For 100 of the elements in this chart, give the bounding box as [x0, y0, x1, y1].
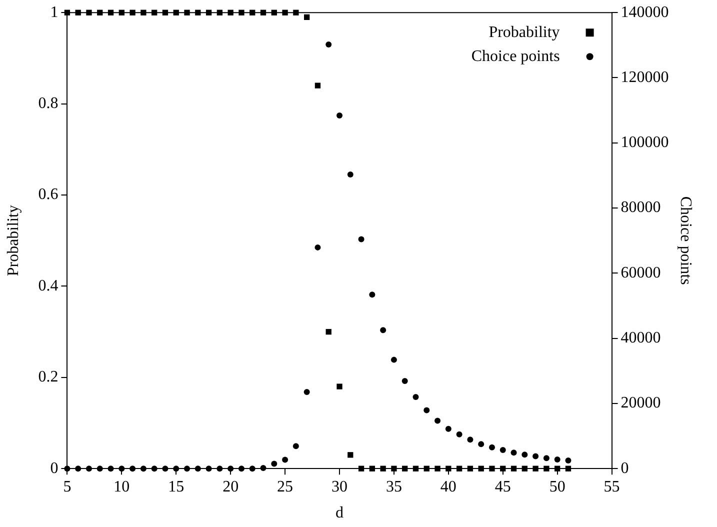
- x-tick-label: 35: [386, 478, 402, 496]
- point: [314, 244, 321, 250]
- point: [130, 466, 136, 472]
- point: [271, 460, 278, 467]
- legend-label: Probability: [488, 24, 560, 41]
- point: [249, 466, 256, 472]
- y2-tick-label: 20000: [620, 394, 661, 412]
- point: [184, 466, 190, 472]
- point: [216, 466, 223, 472]
- point: [446, 466, 452, 472]
- point: [565, 466, 572, 472]
- x-tick-label: 10: [114, 478, 130, 496]
- point: [478, 466, 484, 472]
- point: [260, 464, 266, 471]
- point: [489, 466, 495, 472]
- point: [522, 466, 528, 472]
- point: [402, 378, 408, 384]
- point: [86, 466, 92, 472]
- x-tick-label: 30: [332, 478, 348, 496]
- point: [369, 292, 376, 298]
- point: [358, 466, 364, 472]
- point: [173, 466, 180, 472]
- point: [424, 407, 430, 414]
- point: [434, 418, 441, 424]
- point: [140, 466, 146, 472]
- point: [522, 452, 528, 458]
- point: [326, 328, 332, 335]
- point: [445, 426, 452, 432]
- point: [412, 466, 419, 472]
- point: [380, 466, 386, 472]
- y2-tick-label: 60000: [620, 264, 661, 282]
- y2-tick-label: 0: [620, 460, 629, 477]
- point: [206, 466, 212, 472]
- x-tick-label: 5: [63, 478, 72, 496]
- point: [467, 436, 474, 443]
- point: [194, 466, 201, 472]
- point: [434, 466, 440, 472]
- point: [500, 466, 506, 472]
- x-tick-label: 25: [277, 478, 294, 496]
- point: [108, 466, 114, 472]
- point: [151, 466, 158, 472]
- point: [544, 466, 550, 472]
- x-tick-label: 40: [440, 478, 456, 496]
- point: [292, 443, 299, 450]
- point: [326, 42, 332, 48]
- y-axis-title: Probability: [4, 205, 22, 276]
- point: [64, 466, 70, 472]
- legend-label: Choice points: [471, 48, 560, 65]
- x-tick-label: 50: [549, 478, 566, 496]
- point: [391, 466, 397, 472]
- point: [456, 431, 462, 438]
- y-tick-label: 1: [50, 4, 58, 21]
- x-tick-label: 20: [222, 478, 239, 496]
- point: [488, 444, 495, 450]
- point: [96, 466, 103, 472]
- point: [347, 171, 354, 178]
- y-tick-label: 0.6: [38, 186, 58, 204]
- point: [532, 453, 539, 460]
- y-tick-label: 0.4: [38, 277, 58, 294]
- point: [228, 466, 234, 472]
- point: [118, 466, 125, 472]
- point: [282, 456, 288, 463]
- point: [532, 466, 538, 472]
- point: [510, 450, 517, 456]
- y2-axis-title: Choice points: [677, 196, 694, 285]
- y2-tick-label: 80000: [620, 199, 661, 216]
- point: [412, 394, 419, 400]
- point: [543, 455, 550, 462]
- point: [336, 112, 342, 119]
- point: [304, 389, 310, 396]
- y2-tick-label: 140000: [620, 4, 669, 21]
- x-tick-label: 55: [604, 478, 620, 496]
- point: [424, 466, 430, 472]
- point: [304, 14, 310, 20]
- point: [75, 466, 82, 472]
- point: [402, 466, 408, 472]
- point: [380, 327, 386, 334]
- y2-tick-label: 40000: [620, 330, 661, 347]
- y2-tick-label: 100000: [620, 134, 669, 152]
- point: [348, 452, 354, 458]
- point: [500, 447, 506, 454]
- point: [314, 82, 321, 88]
- point: [238, 466, 244, 472]
- point: [456, 466, 462, 472]
- point: [478, 441, 484, 448]
- point: [565, 457, 572, 464]
- x-tick-label: 45: [494, 478, 511, 496]
- point: [162, 466, 168, 472]
- y-tick-label: 0.8: [38, 95, 58, 112]
- point: [369, 466, 376, 472]
- x-tick-label: 15: [168, 478, 184, 496]
- x-axis-title: d: [336, 504, 344, 522]
- point: [554, 456, 560, 462]
- y-tick-label: 0: [50, 460, 58, 477]
- point: [510, 466, 517, 472]
- y2-tick-label: 120000: [620, 68, 669, 86]
- point: [467, 466, 474, 472]
- y-tick-label: 0.2: [38, 368, 58, 386]
- point: [336, 384, 342, 390]
- point: [554, 466, 560, 472]
